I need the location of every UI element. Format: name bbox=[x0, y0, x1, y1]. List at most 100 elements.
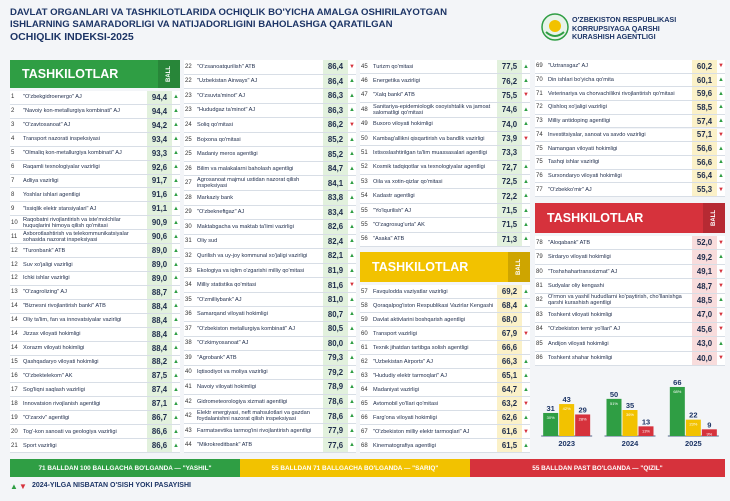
bar bbox=[638, 426, 654, 436]
org-name: Buxoro viloyati hokimligi bbox=[373, 121, 433, 128]
rank: 44 bbox=[185, 442, 192, 449]
trend: ▲ bbox=[523, 236, 529, 243]
rank: 5 bbox=[11, 150, 15, 157]
score: 78,6 bbox=[323, 409, 348, 423]
score: 63,2 bbox=[497, 397, 522, 410]
rank: 84 bbox=[536, 326, 543, 333]
trend-down-symbol: ▼ bbox=[19, 482, 27, 491]
score: 81,9 bbox=[323, 263, 348, 278]
table-row: 23 "O'zsuvta'minot" AJ 86,3 ▲ bbox=[184, 89, 356, 104]
trend: ▲ bbox=[718, 118, 724, 125]
table-row: 8 Yoshlar ishlari agentligi 91,6 ▲ bbox=[10, 188, 180, 203]
footer-text: 2024-YILGA NISBATAN O'SISH YOKI PASAYISH… bbox=[32, 482, 191, 489]
rank: 7 bbox=[11, 177, 15, 184]
rank: 67 bbox=[361, 428, 368, 435]
score: 73,3 bbox=[497, 146, 522, 160]
trend: ▲ bbox=[349, 151, 355, 158]
trend: ▲ bbox=[349, 427, 355, 434]
score: 91,6 bbox=[147, 188, 172, 202]
table-row: 15 Qashqadaryo viloyati hokimligi 88,2 ▲ bbox=[10, 355, 180, 370]
org-name: Investitsiyalar, sanoat va savdo vazirli… bbox=[548, 131, 646, 138]
trend: ▲ bbox=[349, 180, 355, 187]
org-name: Raqobatni rivojlantirish va iste'molchil… bbox=[23, 216, 121, 229]
score: 83,8 bbox=[323, 191, 348, 205]
trend: ▲ bbox=[173, 303, 179, 310]
org-name: Din ishlari bo'yicha qo'mita bbox=[548, 77, 614, 84]
table-row: 9 "Issiqlik elektr stansiyalari" AJ 91,1 ▲ bbox=[10, 202, 180, 217]
trend: ▲ bbox=[173, 177, 179, 184]
org-name: Avtomobil yo'llari qo'mitasi bbox=[373, 400, 439, 407]
org-name: "Xalq banki" ATB bbox=[373, 92, 415, 99]
org-name: "Yo'lqurilish" AJ bbox=[373, 207, 412, 214]
rank: 58 bbox=[361, 302, 368, 309]
trend: ▲ bbox=[349, 107, 355, 114]
rank: 61 bbox=[361, 344, 368, 351]
table-row: 14 "Biznesni rivojlantirish banki" ATB 88,… bbox=[10, 299, 180, 314]
org-name: "O'zbektelekom" AK bbox=[23, 372, 73, 379]
trend: ▲ bbox=[523, 78, 529, 85]
table-row: 5 "Olmaliq kon-metallurgiya kombinati" AJ… bbox=[10, 146, 180, 161]
score: 66,6 bbox=[497, 341, 522, 354]
trend: ▲ bbox=[349, 398, 355, 405]
trend: ▲ bbox=[523, 207, 529, 214]
rank: 55 bbox=[361, 207, 368, 214]
score: 61,5 bbox=[497, 439, 522, 452]
score: 87,5 bbox=[147, 369, 172, 383]
rank: 33 bbox=[185, 267, 192, 274]
trend: ▲ bbox=[349, 369, 355, 376]
org-name: Ekologiya va iqlim o'zgarishi milliy qo'… bbox=[197, 267, 305, 274]
rank: 57 bbox=[361, 288, 368, 295]
rank: 1 bbox=[11, 94, 15, 101]
table-row: 39 "Agrobank" ATB 79,3 ▲ bbox=[184, 351, 356, 366]
rank: 69 bbox=[536, 63, 543, 70]
table-row: 47 "Xalq banki" ATB 75,5 ▼ bbox=[360, 88, 530, 104]
score: 78,9 bbox=[323, 380, 348, 394]
rank: 72 bbox=[536, 104, 543, 111]
rank: 81 bbox=[536, 283, 543, 290]
org-name: Milliy statistika qo'mitasi bbox=[197, 282, 257, 289]
rank: 20 bbox=[11, 428, 18, 435]
trend: ▲ bbox=[523, 121, 529, 128]
trend: ▲ bbox=[173, 94, 179, 101]
org-name: "O'zbekneftgaz" AJ bbox=[197, 209, 245, 216]
title-line: OCHIQLIK INDEKSI-2025 bbox=[10, 31, 134, 43]
trend: ▲ bbox=[173, 219, 179, 226]
table-row: 17 Sog'liqni saqlash vazirligi 87,4 ▲ bbox=[10, 383, 180, 398]
table-row: 82 O'rmon va yashil hududlarni ko'paytiri… bbox=[535, 293, 725, 309]
score: 90,6 bbox=[147, 230, 172, 244]
legend-item: 71 BALLDAN 100 BALLGACHA BO'LGANDA — "YA… bbox=[10, 459, 240, 477]
table-row: 80 "Toshshahartransxizmat" AJ 49,1 ▼ bbox=[535, 264, 725, 280]
table-row: 68 Kinematografiya agentligi 61,5 ▲ bbox=[360, 439, 530, 453]
score: 57,1 bbox=[692, 128, 717, 142]
org-name: Adliya vazirligi bbox=[23, 177, 59, 184]
org-name: Madaniyat vazirligi bbox=[373, 386, 420, 393]
table-row: 65 Avtomobil yo'llari qo'mitasi 63,2 ▼ bbox=[360, 397, 530, 411]
score: 56,6 bbox=[692, 155, 717, 169]
org-name: "Aloqabank" ATB bbox=[548, 239, 591, 246]
rank: 2 bbox=[11, 108, 15, 115]
org-name: Suv xo'jaligi vazirligi bbox=[23, 261, 73, 268]
score: 86,6 bbox=[147, 439, 172, 452]
score: 87,1 bbox=[147, 397, 172, 411]
org-name: "Turonbank" ATB bbox=[23, 247, 66, 254]
table-row: 1 "O'zbekgidroenergo" AJ 94,4 ▲ bbox=[10, 91, 180, 105]
trend: ▲ bbox=[173, 317, 179, 324]
trend: ▼ bbox=[718, 283, 724, 290]
header-title: TASHKILOTLAR bbox=[372, 260, 469, 274]
score: 80,7 bbox=[323, 307, 348, 321]
score: 81,6 bbox=[323, 278, 348, 292]
rank: 78 bbox=[536, 239, 543, 246]
table-row: 20 Tog'-kon sanoati va geologiya vazirlig… bbox=[10, 425, 180, 440]
trend: ▲ bbox=[523, 288, 529, 295]
score: 79,2 bbox=[323, 365, 348, 380]
table-row: 44 "Mikrokreditbank" ATB 77,6 ▲ bbox=[184, 438, 356, 453]
rank: 11 bbox=[11, 233, 18, 240]
org-name: Sanitariya-epidemiologik osoyishtalik va… bbox=[373, 103, 491, 116]
table-row: 12 "Turonbank" ATB 89,0 ▲ bbox=[10, 244, 180, 259]
value-label: 66 bbox=[673, 378, 681, 387]
score: 79,3 bbox=[323, 351, 348, 365]
org-name: Iqtisodiyot va moliya vazirligi bbox=[197, 369, 268, 376]
org-name: "O'zavtosanoat" AJ bbox=[23, 122, 71, 129]
rank: 74 bbox=[536, 131, 543, 138]
table-row: 13 "O'zagrolizing" AJ 88,7 ▲ bbox=[10, 285, 180, 300]
